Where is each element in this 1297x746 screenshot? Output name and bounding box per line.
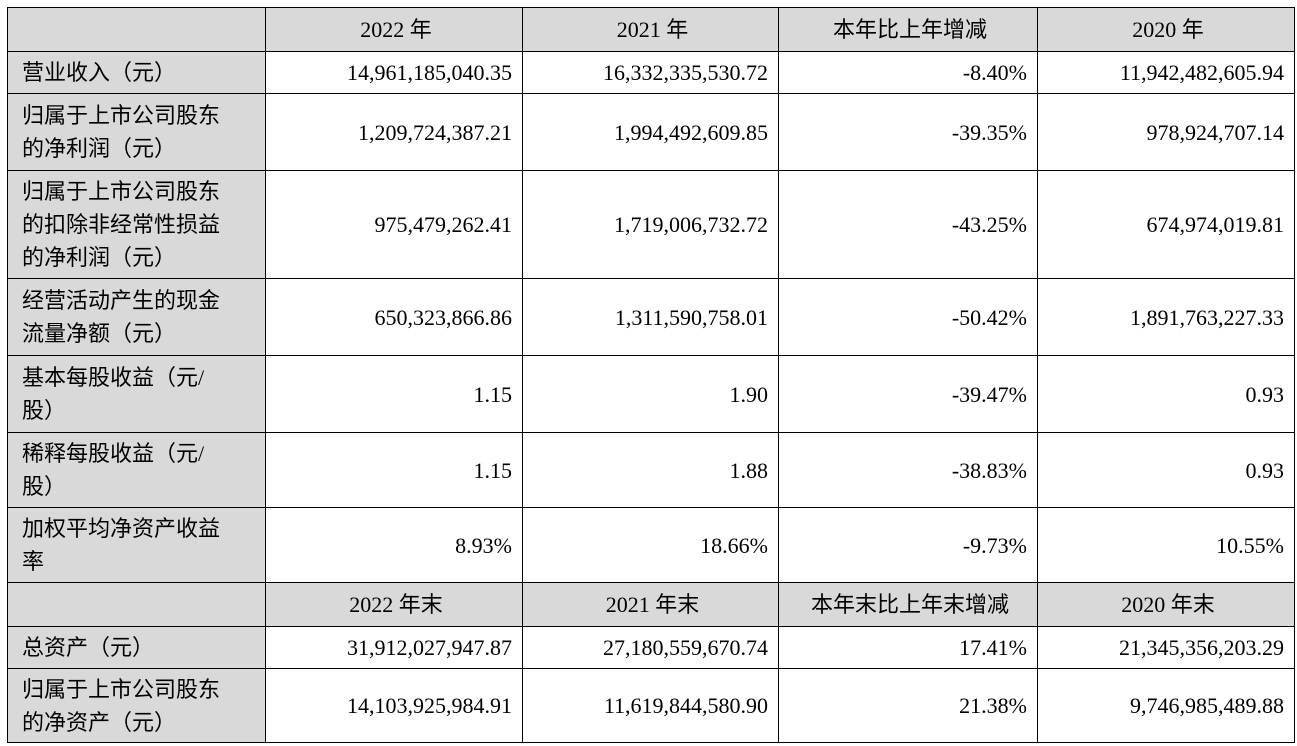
row-label-line: 的扣除非经常性损益 <box>22 212 221 237</box>
value-2022: 14,103,925,984.91 <box>265 668 523 743</box>
row-label: 归属于上市公司股东 的净利润（元） <box>7 93 266 171</box>
row-label-line: 股） <box>22 474 67 499</box>
header-2022-end: 2022 年末 <box>265 582 523 627</box>
value-2021: 11,619,844,580.90 <box>522 668 779 743</box>
value-2022: 650,323,866.86 <box>265 278 523 356</box>
header-change-end: 本年末比上年末增减 <box>778 582 1038 627</box>
value-2020: 10.55% <box>1037 507 1295 583</box>
value-change: -9.73% <box>778 507 1038 583</box>
value-2021: 16,332,335,530.72 <box>522 51 779 94</box>
row-label: 归属于上市公司股东 的扣除非经常性损益 的净利润（元） <box>7 170 266 279</box>
row-label-line: 归属于上市公司股东 <box>22 103 221 128</box>
value-2021: 1.88 <box>522 432 779 508</box>
row-label-line: 总资产（元） <box>22 635 155 660</box>
value-2020: 11,942,482,605.94 <box>1037 51 1295 94</box>
value-2022: 8.93% <box>265 507 523 583</box>
value-2022: 1.15 <box>265 432 523 508</box>
value-change: -43.25% <box>778 170 1038 279</box>
row-label-line: 基本每股收益（元/ <box>22 365 205 390</box>
header-2021-end: 2021 年末 <box>522 582 779 627</box>
value-2022: 31,912,027,947.87 <box>265 626 523 669</box>
row-label-line: 稀释每股收益（元/ <box>22 441 205 466</box>
value-2021: 18.66% <box>522 507 779 583</box>
value-change: -38.83% <box>778 432 1038 508</box>
value-2021: 1.90 <box>522 355 779 433</box>
header-2020: 2020 年 <box>1037 7 1295 52</box>
value-2022: 1,209,724,387.21 <box>265 93 523 171</box>
table-row-basic-eps: 基本每股收益（元/股） 1.15 1.90 -39.47% 0.93 <box>7 355 1295 433</box>
table-row-total-assets: 总资产（元） 31,912,027,947.87 27,180,559,670.… <box>7 626 1295 669</box>
row-label-line: 流量净额（元） <box>22 321 177 346</box>
value-2020: 674,974,019.81 <box>1037 170 1295 279</box>
row-label: 加权平均净资产收益率 <box>7 507 266 583</box>
value-change: -39.47% <box>778 355 1038 433</box>
row-label: 稀释每股收益（元/股） <box>7 432 266 508</box>
table-row-net-assets: 归属于上市公司股东 的净资产（元） 14,103,925,984.91 11,61… <box>7 668 1295 743</box>
header-change: 本年比上年增减 <box>778 7 1038 52</box>
header-2022: 2022 年 <box>265 7 523 52</box>
row-label-line: 率 <box>22 549 45 574</box>
value-2020: 0.93 <box>1037 355 1295 433</box>
row-label-line: 归属于上市公司股东 <box>22 676 221 702</box>
row-label-line: 营业收入（元） <box>22 60 177 85</box>
row-label-line: 经营活动产生的现金 <box>22 288 221 313</box>
value-2020: 0.93 <box>1037 432 1295 508</box>
header-row-year-end: 2022 年末 2021 年末 本年末比上年末增减 2020 年末 <box>7 582 1295 627</box>
financial-summary-table: 2022 年 2021 年 本年比上年增减 2020 年 营业收入（元） 14,… <box>7 7 1295 743</box>
row-label-line: 的净资产（元） <box>22 709 177 735</box>
value-change: -39.35% <box>778 93 1038 171</box>
header-2020-end: 2020 年末 <box>1037 582 1295 627</box>
row-label-line: 的净利润（元） <box>22 136 177 161</box>
row-label-line: 加权平均净资产收益 <box>22 516 221 541</box>
header-2021: 2021 年 <box>522 7 779 52</box>
row-label-line: 归属于上市公司股东 <box>22 179 221 204</box>
value-2020: 9,746,985,489.88 <box>1037 668 1295 743</box>
value-2021: 1,311,590,758.01 <box>522 278 779 356</box>
row-label: 基本每股收益（元/股） <box>7 355 266 433</box>
row-label: 归属于上市公司股东 的净资产（元） <box>7 668 266 743</box>
header-corner-cell <box>7 7 266 52</box>
row-label-line: 股） <box>22 398 67 423</box>
header-corner-cell <box>7 582 266 627</box>
header-row-annual: 2022 年 2021 年 本年比上年增减 2020 年 <box>7 7 1295 52</box>
value-change: -50.42% <box>778 278 1038 356</box>
value-2020: 21,345,356,203.29 <box>1037 626 1295 669</box>
value-2021: 1,719,006,732.72 <box>522 170 779 279</box>
table-row-operating-cash-flow: 经营活动产生的现金 流量净额（元） 650,323,866.86 1,311,59… <box>7 278 1295 356</box>
value-2022: 1.15 <box>265 355 523 433</box>
row-label: 经营活动产生的现金 流量净额（元） <box>7 278 266 356</box>
value-2021: 1,994,492,609.85 <box>522 93 779 171</box>
value-change: -8.40% <box>778 51 1038 94</box>
value-2020: 1,891,763,227.33 <box>1037 278 1295 356</box>
value-2022: 975,479,262.41 <box>265 170 523 279</box>
table-row-deducted-net-profit: 归属于上市公司股东 的扣除非经常性损益 的净利润（元） 975,479,262.41… <box>7 170 1295 279</box>
value-change: 17.41% <box>778 626 1038 669</box>
value-change: 21.38% <box>778 668 1038 743</box>
row-label-line: 的净利润（元） <box>22 245 177 270</box>
value-2020: 978,924,707.14 <box>1037 93 1295 171</box>
table-row-revenue: 营业收入（元） 14,961,185,040.35 16,332,335,530… <box>7 51 1295 94</box>
row-label: 营业收入（元） <box>7 51 266 94</box>
value-2021: 27,180,559,670.74 <box>522 626 779 669</box>
table-row-net-profit: 归属于上市公司股东 的净利润（元） 1,209,724,387.21 1,994,… <box>7 93 1295 171</box>
table-row-diluted-eps: 稀释每股收益（元/股） 1.15 1.88 -38.83% 0.93 <box>7 432 1295 508</box>
row-label: 总资产（元） <box>7 626 266 669</box>
value-2022: 14,961,185,040.35 <box>265 51 523 94</box>
table-row-weighted-roe: 加权平均净资产收益率 8.93% 18.66% -9.73% 10.55% <box>7 507 1295 583</box>
